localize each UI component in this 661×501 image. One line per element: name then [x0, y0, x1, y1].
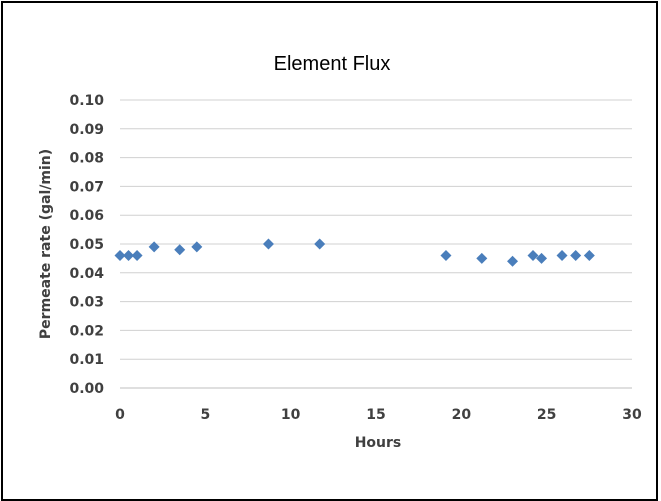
y-tick-labels: 0.00 0.01 0.02 0.03 0.04 0.05 0.06 0.07 0.08 0.09…	[69, 93, 104, 397]
data-point	[527, 250, 539, 262]
x-tick-label: 0	[115, 407, 125, 423]
y-axis-label: Permeate rate (gal/min)	[38, 149, 54, 339]
data-point	[536, 252, 548, 264]
data-points	[114, 238, 595, 267]
y-tick-label: 0.01	[69, 352, 104, 368]
y-tick-label: 0.00	[69, 381, 104, 397]
y-tick-label: 0.02	[69, 323, 104, 339]
data-point	[570, 250, 582, 262]
scatter-chart: Element Flux 0.000.010.020.030.040.050.0…	[38, 53, 642, 451]
data-point	[114, 250, 126, 262]
x-tick-label: 20	[452, 407, 472, 423]
x-tick-label: 5	[200, 407, 210, 423]
data-point	[314, 238, 326, 250]
data-point	[440, 250, 452, 262]
chart-title: Element Flux	[274, 53, 391, 75]
data-point	[123, 250, 135, 262]
data-point	[174, 244, 186, 256]
x-axis-label: Hours	[355, 435, 402, 451]
y-tick-label: 0.03	[69, 295, 104, 311]
x-tick-label: 25	[537, 407, 556, 423]
x-tick-label: 10	[281, 407, 301, 423]
data-point	[476, 252, 488, 264]
y-tick-label: 0.10	[69, 93, 104, 109]
y-tick-label: 0.05	[69, 237, 104, 253]
x-tick-label: 30	[622, 407, 642, 423]
y-tick-label: 0.04	[69, 266, 104, 282]
data-point	[148, 241, 160, 253]
data-point	[262, 238, 274, 250]
data-point	[131, 250, 143, 262]
data-point	[583, 250, 595, 262]
y-tick-label: 0.06	[69, 208, 104, 224]
x-tick-labels: 0 5 10 15 20 25 30	[115, 407, 642, 423]
y-tick-label: 0.07	[69, 179, 104, 195]
data-point	[556, 250, 568, 262]
y-tick-label: 0.08	[69, 151, 104, 167]
y-tick-label: 0.09	[69, 122, 104, 138]
gridlines	[120, 99, 632, 389]
data-point	[191, 241, 203, 253]
x-tick-label: 15	[366, 407, 385, 423]
data-point	[507, 255, 519, 267]
